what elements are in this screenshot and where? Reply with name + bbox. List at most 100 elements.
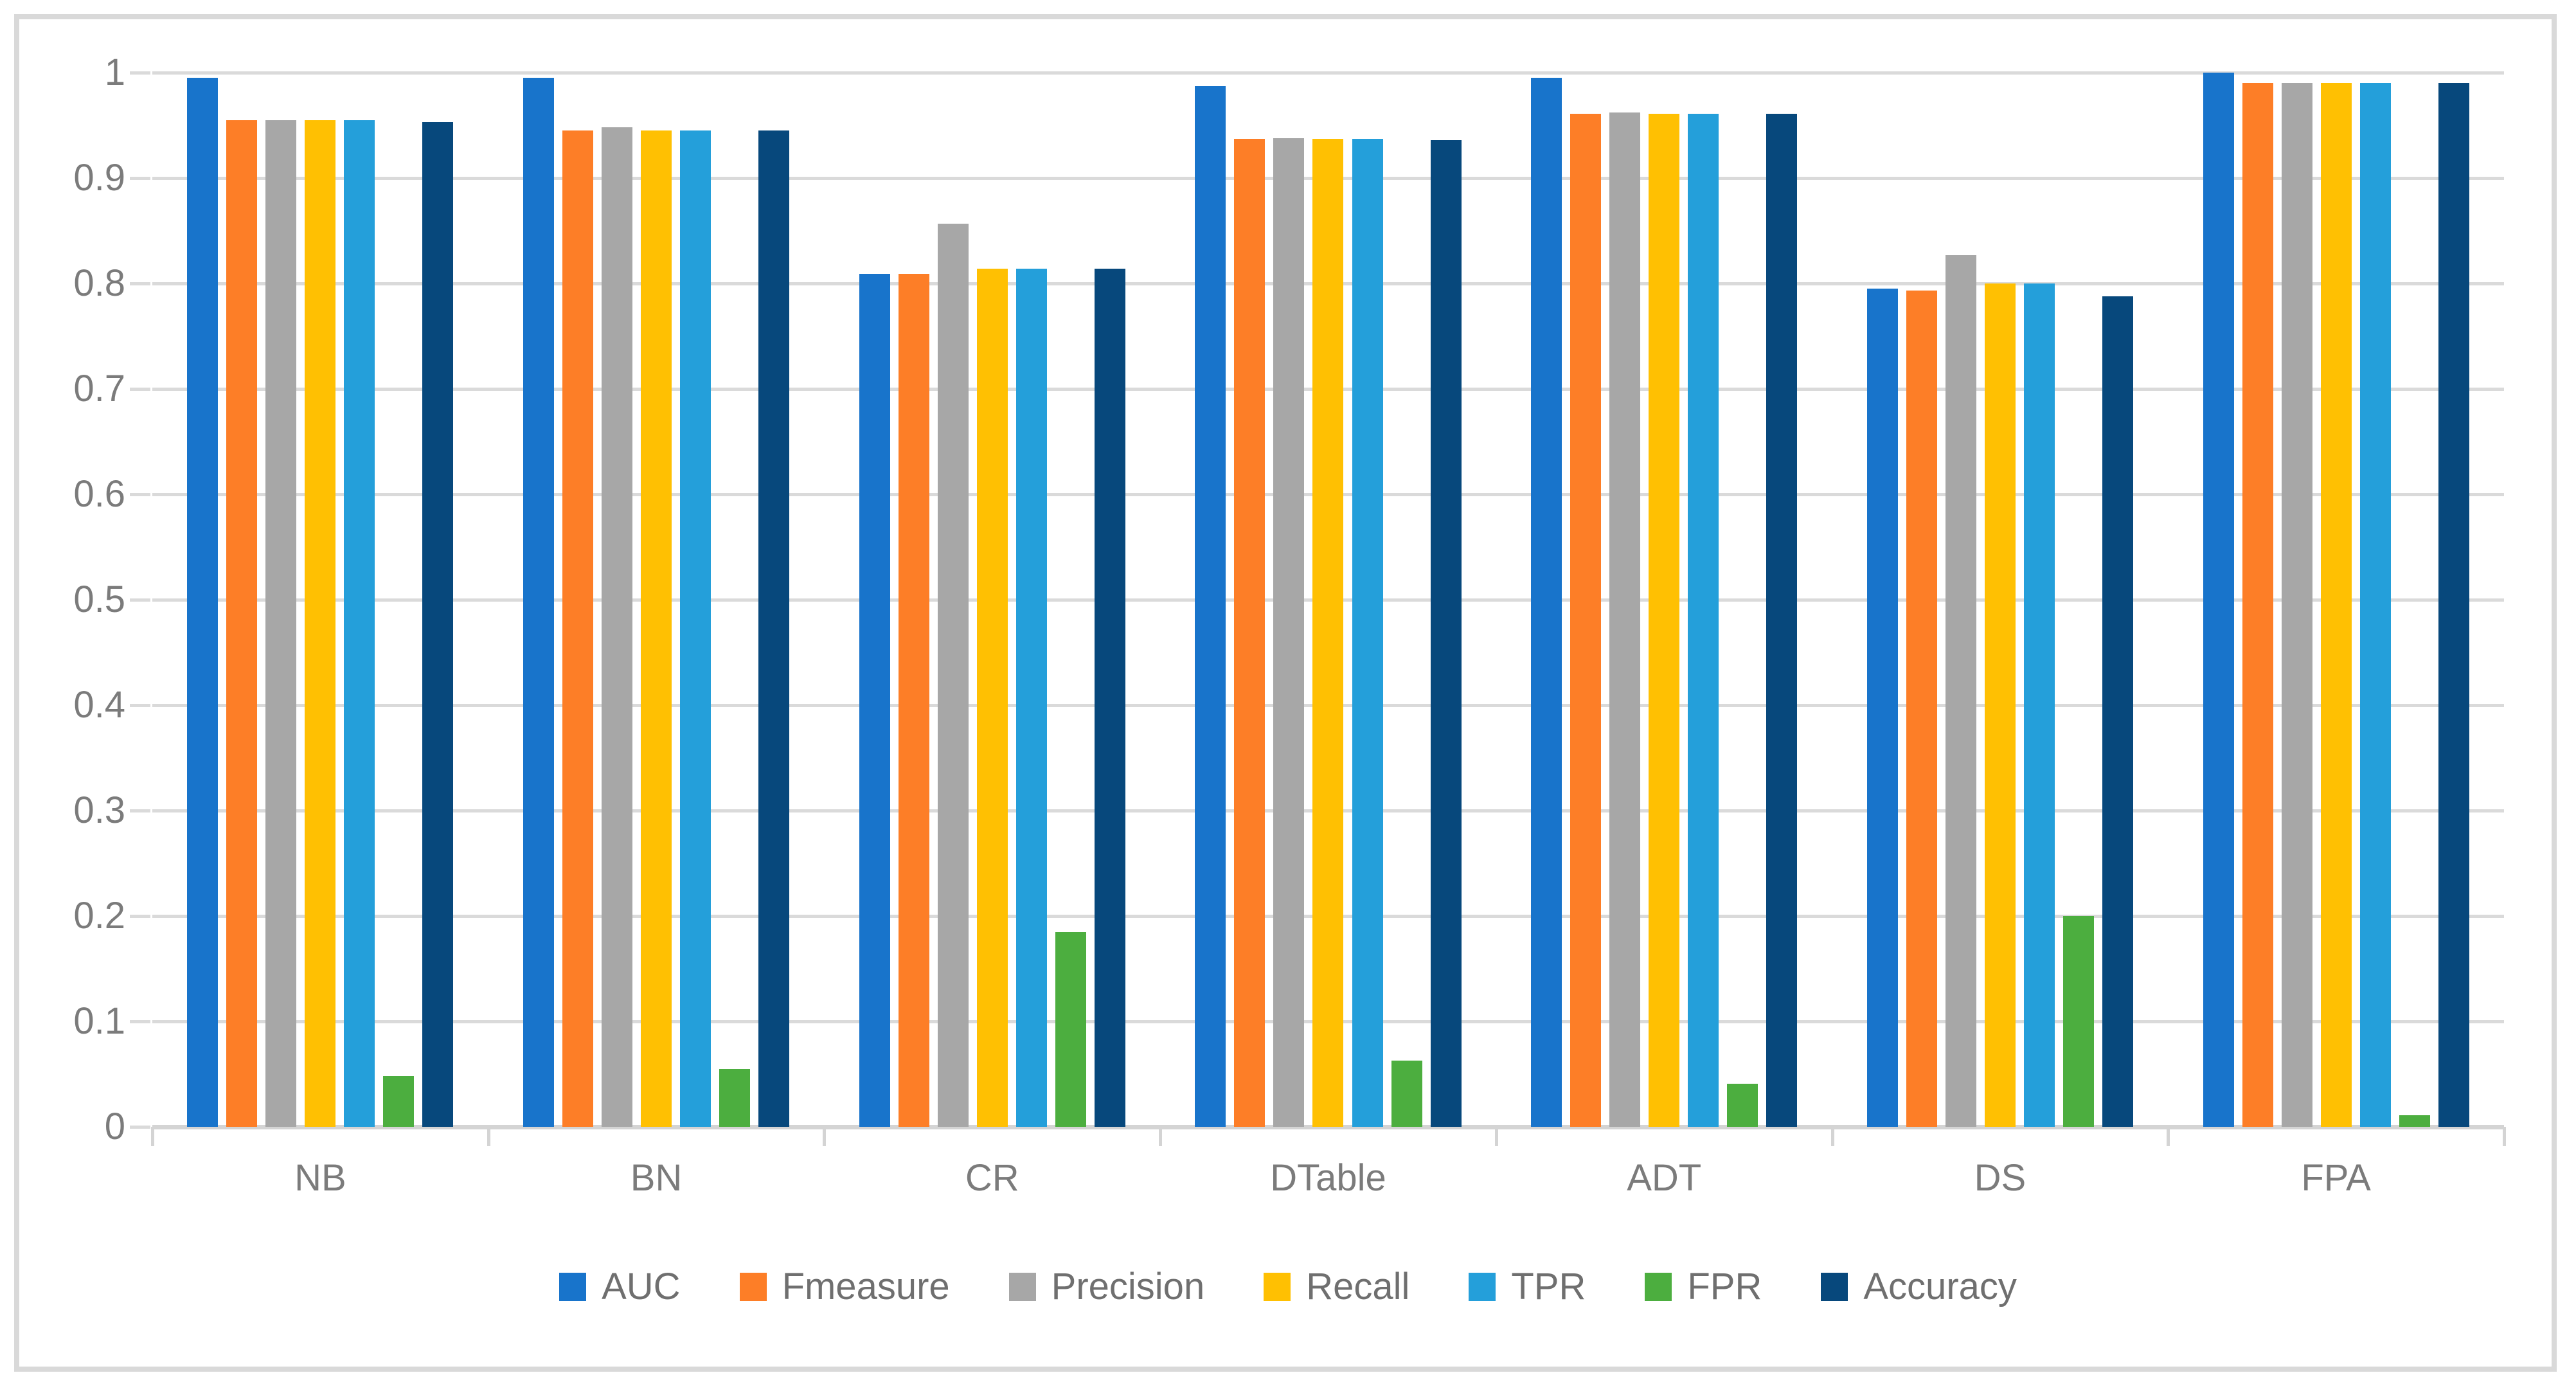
bar-tpr-ds <box>2024 283 2055 1127</box>
y-axis-tick <box>130 71 150 75</box>
bar-auc-fpa <box>2203 73 2234 1127</box>
bar-fpr-fpa <box>2399 1115 2430 1127</box>
legend-swatch-fmeasure <box>739 1272 767 1301</box>
bar-auc-adt <box>1531 78 1562 1127</box>
bar-recall-fpa <box>2321 83 2352 1127</box>
category-label-fpa: FPA <box>2301 1157 2371 1199</box>
legend-item-precision: Precision <box>1008 1265 1205 1308</box>
bar-recall-nb <box>305 120 335 1127</box>
legend-swatch-recall <box>1264 1272 1291 1301</box>
bar-tpr-bn <box>680 130 711 1127</box>
x-axis-tick <box>1159 1127 1163 1146</box>
y-axis-tick <box>130 282 150 285</box>
bar-auc-bn <box>523 78 554 1127</box>
bar-accuracy-fpa <box>2438 83 2469 1127</box>
legend-item-accuracy: Accuracy <box>1821 1265 2017 1308</box>
category-label-cr: CR <box>965 1157 1019 1199</box>
bar-fpr-cr <box>1055 932 1086 1127</box>
bar-fpr-dtable <box>1391 1061 1422 1127</box>
x-axis-tick <box>1830 1127 1834 1146</box>
legend-label: Fmeasure <box>782 1266 950 1307</box>
category-label-ds: DS <box>1974 1157 2026 1199</box>
legend-label: Recall <box>1306 1266 1410 1307</box>
bar-fmeasure-ds <box>1906 291 1937 1127</box>
y-axis-tick-label: 0 <box>104 1106 125 1147</box>
legend-label: AUC <box>602 1266 681 1307</box>
y-axis-tick <box>130 915 150 918</box>
bar-fmeasure-cr <box>899 274 929 1127</box>
bar-tpr-fpa <box>2360 83 2391 1127</box>
bar-tpr-adt <box>1688 114 1719 1127</box>
bar-fmeasure-adt <box>1570 114 1601 1127</box>
bar-recall-dtable <box>1312 139 1343 1127</box>
y-axis-tick <box>130 1126 150 1129</box>
legend-swatch-accuracy <box>1821 1272 1848 1301</box>
y-axis-tick <box>130 809 150 812</box>
bar-precision-nb <box>265 120 296 1127</box>
x-axis-line <box>152 1125 2504 1129</box>
y-axis-tick-label: 0.9 <box>73 157 125 199</box>
bar-fpr-bn <box>719 1069 750 1127</box>
bar-precision-cr <box>938 224 969 1127</box>
bar-fpr-adt <box>1727 1084 1758 1127</box>
bar-accuracy-dtable <box>1431 140 1462 1127</box>
category-label-bn: BN <box>630 1157 683 1199</box>
y-axis-tick-label: 0.3 <box>73 789 125 831</box>
x-axis-tick <box>151 1127 154 1146</box>
bar-accuracy-adt <box>1766 114 1797 1127</box>
y-axis-tick-label: 1 <box>104 51 125 93</box>
legend-swatch-tpr <box>1469 1272 1496 1301</box>
y-axis-tick-label: 0.8 <box>73 262 125 304</box>
y-axis-tick <box>130 1020 150 1023</box>
bar-tpr-nb <box>344 120 375 1127</box>
y-axis-tick <box>130 493 150 496</box>
x-axis-tick <box>1494 1127 1498 1146</box>
bar-accuracy-ds <box>2102 296 2133 1127</box>
y-axis-tick <box>130 388 150 391</box>
x-axis-tick <box>823 1127 827 1146</box>
legend-item-recall: Recall <box>1264 1265 1409 1308</box>
legend-item-tpr: TPR <box>1469 1265 1586 1308</box>
major-gridline <box>152 71 2504 75</box>
x-axis-tick <box>487 1127 490 1146</box>
y-axis-tick-label: 0.5 <box>73 579 125 620</box>
bar-precision-bn <box>602 127 632 1127</box>
y-axis-tick <box>130 177 150 180</box>
bar-recall-cr <box>977 269 1008 1127</box>
y-axis-tick-label: 0.6 <box>73 473 125 515</box>
bar-accuracy-cr <box>1095 269 1125 1127</box>
bar-recall-ds <box>1985 283 2016 1127</box>
legend-label: TPR <box>1511 1266 1586 1307</box>
bar-tpr-cr <box>1016 269 1047 1127</box>
bar-fmeasure-fpa <box>2242 83 2273 1127</box>
bar-precision-ds <box>1945 255 1976 1127</box>
legend-swatch-auc <box>559 1272 587 1301</box>
bar-accuracy-nb <box>422 122 453 1127</box>
bar-auc-ds <box>1867 289 1898 1127</box>
category-label-adt: ADT <box>1627 1157 1702 1199</box>
legend-swatch-precision <box>1008 1272 1036 1301</box>
y-axis-tick-label: 0.2 <box>73 895 125 937</box>
bar-tpr-dtable <box>1352 139 1383 1127</box>
bar-auc-nb <box>187 78 218 1127</box>
y-axis-tick-label: 0.7 <box>73 368 125 409</box>
y-axis-tick <box>130 598 150 602</box>
legend-item-fmeasure: Fmeasure <box>739 1265 950 1308</box>
bar-precision-fpa <box>2282 83 2312 1127</box>
y-axis-tick <box>130 704 150 707</box>
bar-auc-cr <box>859 274 890 1127</box>
category-label-dtable: DTable <box>1270 1157 1386 1199</box>
bar-recall-bn <box>641 130 672 1127</box>
legend-swatch-fpr <box>1645 1272 1672 1301</box>
bar-fpr-nb <box>383 1076 414 1127</box>
bar-auc-dtable <box>1195 86 1226 1127</box>
category-label-nb: NB <box>294 1157 346 1199</box>
bar-fpr-ds <box>2063 916 2094 1127</box>
legend-item-fpr: FPR <box>1645 1265 1762 1308</box>
bar-recall-adt <box>1649 114 1679 1127</box>
legend-label: Precision <box>1051 1266 1205 1307</box>
x-axis-tick <box>2503 1127 2506 1146</box>
x-axis-tick <box>2167 1127 2170 1146</box>
bar-fmeasure-dtable <box>1234 139 1265 1127</box>
